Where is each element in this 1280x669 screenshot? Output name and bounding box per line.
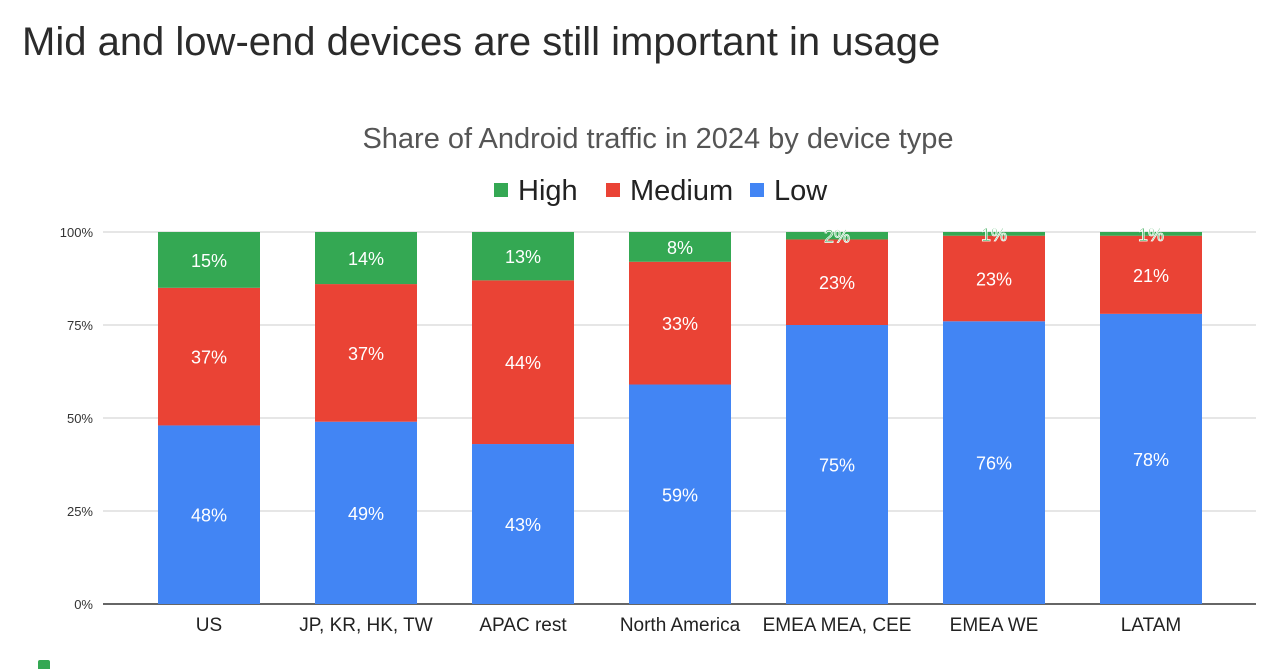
y-tick-label: 75% — [67, 318, 93, 333]
data-label: 48% — [191, 506, 227, 526]
bar-segment-high — [315, 232, 417, 285]
y-tick-label: 0% — [74, 597, 93, 612]
data-label: 43% — [505, 515, 541, 535]
data-label: 15% — [191, 251, 227, 271]
legend-swatch-low — [750, 183, 764, 197]
slide-logo-icon — [38, 660, 50, 669]
page-headline: Mid and low-end devices are still import… — [22, 20, 941, 64]
bar-segment-medium — [629, 261, 731, 385]
bar-segment-high — [943, 232, 1045, 236]
data-label: 33% — [662, 314, 698, 334]
x-tick-label: North America — [620, 615, 741, 636]
bar-segment-low — [158, 425, 260, 604]
chart-x-axis: US JP, KR, HK, TW APAC rest North America EM… — [196, 615, 1181, 636]
bar-segment-low — [629, 384, 731, 604]
x-tick-label: EMEA WE — [950, 615, 1039, 636]
bar-segment-high — [786, 232, 888, 240]
bar-segment-low — [943, 321, 1045, 604]
chart-bars — [158, 232, 1202, 604]
bar-segment-low — [786, 325, 888, 604]
data-label: 1% — [1138, 225, 1164, 245]
y-tick-label: 100% — [60, 225, 94, 240]
data-label: 23% — [819, 273, 855, 293]
legend-label-low: Low — [774, 175, 828, 207]
data-label: 75% — [819, 456, 855, 476]
bar-segment-medium — [943, 235, 1045, 322]
data-label: 37% — [191, 348, 227, 368]
bar-segment-high — [158, 232, 260, 288]
x-tick-label: APAC rest — [479, 615, 567, 636]
bar-segment-medium — [158, 287, 260, 426]
data-label: 21% — [1133, 266, 1169, 286]
data-label: 8% — [667, 238, 693, 258]
chart-title: Share of Android traffic in 2024 by devi… — [362, 123, 953, 155]
bar-segment-medium — [472, 280, 574, 445]
y-tick-label: 25% — [67, 504, 93, 519]
bar-segment-low — [472, 444, 574, 604]
legend-label-high: High — [518, 175, 578, 207]
bar-segment-medium — [315, 284, 417, 422]
bar-segment-medium — [786, 239, 888, 325]
chart-legend: High Medium Low — [494, 175, 828, 207]
data-label: 44% — [505, 353, 541, 373]
y-tick-label: 50% — [67, 411, 93, 426]
bar-segment-low — [1100, 313, 1202, 604]
bar-segment-high — [472, 232, 574, 281]
data-label: 49% — [348, 504, 384, 524]
bar-segment-medium — [1100, 235, 1202, 314]
data-label: 23% — [976, 270, 1012, 290]
data-label: 78% — [1133, 450, 1169, 470]
x-tick-label: JP, KR, HK, TW — [299, 615, 432, 636]
data-label: 76% — [976, 454, 1012, 474]
x-tick-label: US — [196, 615, 222, 636]
bar-segment-high — [1100, 232, 1202, 236]
chart-data-labels: 48% 37% 15% 49% 37% 14% 43% 44% 13% 59% 33% 8% 75% 23… — [191, 224, 1169, 535]
bar-segment-low — [315, 421, 417, 604]
bar-segment-high — [629, 232, 731, 262]
data-label: 13% — [505, 247, 541, 267]
legend-swatch-medium — [606, 183, 620, 197]
x-tick-label: LATAM — [1121, 615, 1182, 636]
data-label: 1% — [981, 225, 1007, 245]
legend-swatch-high — [494, 183, 508, 197]
data-label: 37% — [348, 344, 384, 364]
data-label: 2% — [824, 227, 850, 247]
legend-label-medium: Medium — [630, 175, 733, 207]
data-label: 14% — [348, 249, 384, 269]
x-tick-label: EMEA MEA, CEE — [763, 615, 912, 636]
data-label: 59% — [662, 485, 698, 505]
